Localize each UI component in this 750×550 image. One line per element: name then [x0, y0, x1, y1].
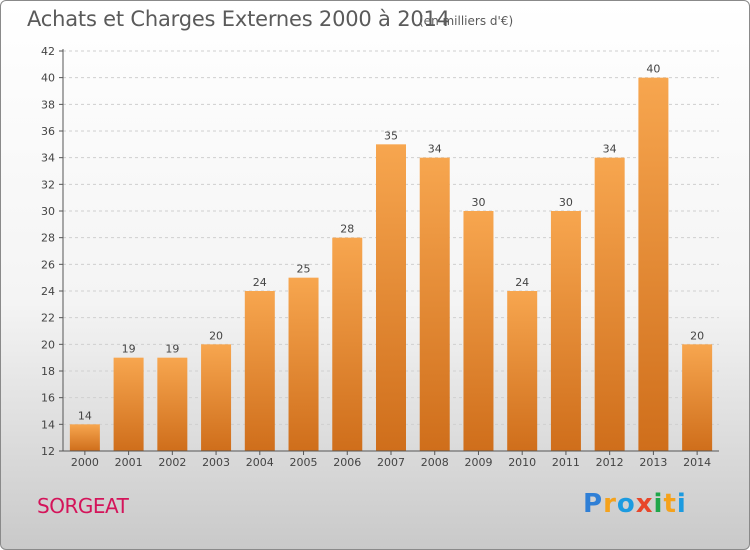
bar: [244, 291, 275, 451]
bar: [69, 424, 100, 451]
y-tick-label: 38: [41, 98, 55, 111]
data-label: 30: [471, 196, 485, 209]
y-tick-label: 42: [41, 45, 55, 58]
data-label: 24: [515, 276, 529, 289]
logo-letter: o: [616, 489, 636, 519]
commune-name: SORGEAT: [37, 494, 129, 518]
bar: [332, 237, 363, 451]
bar: [682, 344, 713, 451]
y-tick-label: 20: [41, 338, 55, 351]
bar: [376, 144, 406, 452]
logo-letter: x: [635, 489, 654, 519]
y-tick-label: 36: [41, 125, 55, 138]
data-label: 20: [690, 329, 704, 342]
y-tick-label: 24: [41, 285, 55, 298]
logo-letter: P: [583, 489, 604, 519]
axes: 12 14 16 18 20 22 24 26 28 30 32 34 36 38 40 42 2000 2001…: [41, 45, 719, 469]
x-tick-label: 2000: [71, 456, 99, 469]
x-tick-label: 2003: [202, 456, 230, 469]
y-tick-label: 18: [41, 365, 55, 378]
x-tick-label: 2002: [158, 456, 186, 469]
x-tick-label: 2005: [290, 456, 318, 469]
data-label: 34: [428, 143, 442, 156]
y-tick-label: 30: [41, 205, 55, 218]
bar: [201, 344, 232, 451]
y-tick-label: 40: [41, 72, 55, 85]
bar: [550, 211, 581, 451]
chart-title: Achats et Charges Externes 2000 à 2014: [27, 7, 450, 31]
y-tick-label: 12: [41, 445, 55, 458]
bar: [113, 357, 144, 451]
bar: [157, 357, 188, 451]
data-label: 30: [559, 196, 573, 209]
x-tick-label: 2013: [639, 456, 667, 469]
data-label: 19: [165, 343, 179, 356]
bar: [507, 291, 538, 451]
y-tick-label: 34: [41, 152, 55, 165]
x-tick-label: 2006: [333, 456, 361, 469]
bars: [69, 77, 713, 452]
data-label: 19: [122, 343, 136, 356]
data-label: 20: [209, 329, 223, 342]
logo-letter: i: [676, 489, 687, 519]
y-tick-label: 22: [41, 312, 55, 325]
data-label: 24: [253, 276, 267, 289]
chart-unit: (en milliers d'€): [419, 14, 514, 28]
bar: [288, 277, 319, 451]
x-tick-label: 2010: [508, 456, 536, 469]
logo-letter: t: [663, 489, 677, 519]
logo-letter: r: [603, 489, 617, 519]
x-tick-label: 2014: [683, 456, 711, 469]
x-tick-label: 2007: [377, 456, 405, 469]
y-tick-label: 32: [41, 178, 55, 191]
data-label: 40: [646, 63, 660, 76]
x-tick-label: 2004: [246, 456, 274, 469]
x-tick-label: 2008: [421, 456, 449, 469]
y-tick-label: 14: [41, 418, 55, 431]
data-label: 25: [297, 263, 311, 276]
bar: [594, 157, 625, 451]
y-tick-label: 16: [41, 392, 55, 405]
bar: [463, 211, 494, 451]
bar: [638, 77, 669, 452]
y-tick-label: 28: [41, 232, 55, 245]
data-label: 35: [384, 129, 398, 142]
bar: [419, 157, 450, 451]
data-label: 28: [340, 223, 354, 236]
data-label: 14: [78, 409, 92, 422]
data-label: 34: [603, 143, 617, 156]
x-tick-label: 2009: [464, 456, 492, 469]
proxiti-logo: Proxiti: [583, 489, 687, 519]
y-tick-label: 26: [41, 258, 55, 271]
data-labels: 14 19 19 20 24 25 28 35 34 30 24 30 34 40 20: [78, 63, 704, 423]
logo-letter: i: [653, 489, 664, 519]
x-tick-label: 2012: [596, 456, 624, 469]
x-tick-label: 2001: [115, 456, 143, 469]
x-tick-label: 2011: [552, 456, 580, 469]
